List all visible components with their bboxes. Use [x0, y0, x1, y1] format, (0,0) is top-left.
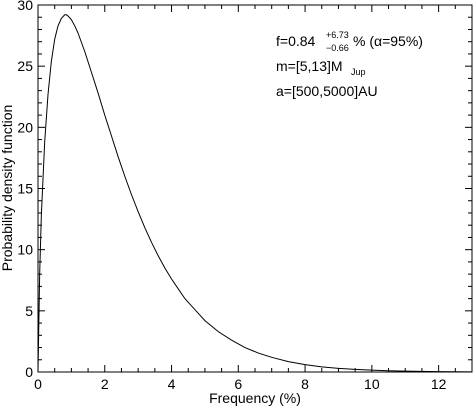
tick-labels: 0 2 4 6 8 10 12 0 5 10 15 20 25 30	[17, 0, 446, 392]
annotation-f-tail: % (α=95%)	[353, 33, 423, 49]
annotation-f-main: f=0.84	[276, 33, 316, 49]
annotation-m-sub: Jup	[351, 67, 366, 77]
x-tick-label: 10	[364, 376, 380, 392]
ticks	[37, 4, 473, 373]
annotation-frequency: f=0.84 +6.73 −0.66 % (α=95%)	[276, 30, 423, 53]
y-tick-label: 0	[25, 364, 33, 380]
annotation-f-lower: −0.66	[326, 43, 349, 53]
series-line-pdf	[37, 14, 473, 373]
annotation-mass: m=[5,13]M Jup	[276, 58, 366, 77]
annotation-m-main: m=[5,13]M	[276, 58, 343, 74]
x-tick-label: 4	[168, 376, 176, 392]
y-tick-label: 20	[17, 119, 33, 135]
x-tick-label: 6	[234, 376, 242, 392]
x-axis-label: Frequency (%)	[209, 390, 301, 406]
annotation-f-upper: +6.73	[326, 30, 349, 40]
y-axis-label: Probability density function	[0, 105, 15, 272]
y-tick-label: 15	[17, 181, 33, 197]
annotation-semimajor-axis: a=[500,5000]AU	[276, 83, 378, 99]
y-tick-label: 5	[25, 303, 33, 319]
x-tick-label: 0	[34, 376, 42, 392]
x-tick-label: 12	[431, 376, 447, 392]
y-tick-label: 30	[17, 0, 33, 13]
plot-frame	[37, 4, 473, 373]
y-tick-label: 25	[17, 58, 33, 74]
x-tick-label: 2	[101, 376, 109, 392]
x-tick-label: 8	[301, 376, 309, 392]
y-tick-label: 10	[17, 242, 33, 258]
